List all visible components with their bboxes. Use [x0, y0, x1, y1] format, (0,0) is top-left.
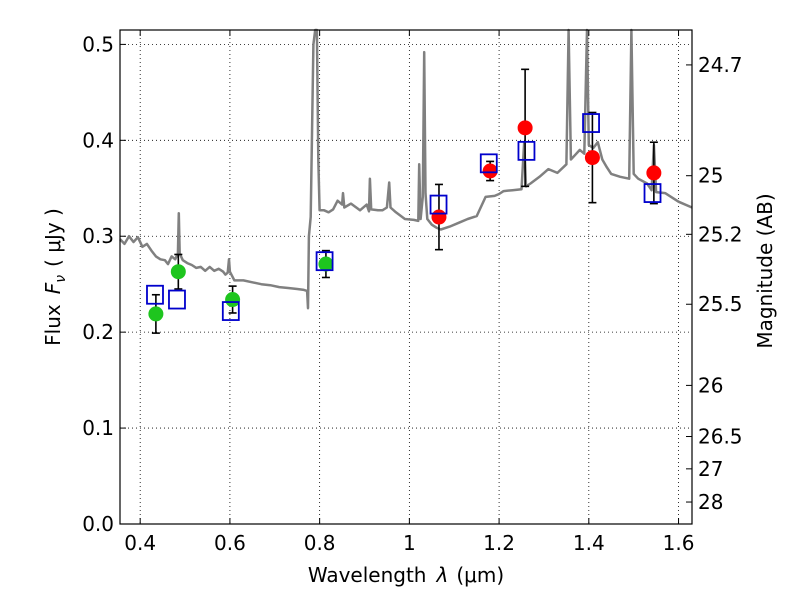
x-tick-label: 1.2	[483, 531, 515, 555]
x-tick-label: 1	[403, 531, 416, 555]
model-point	[517, 140, 536, 161]
model-point	[643, 183, 662, 203]
model-spectrum	[119, 28, 693, 310]
y2-tick-label: 24.7	[698, 53, 743, 77]
y-tick-label: 0.4	[82, 128, 114, 152]
data-point	[318, 256, 334, 272]
data-point	[148, 306, 164, 322]
grid-lines	[120, 30, 692, 525]
y2-tick-label: 25.2	[698, 222, 743, 246]
model-point	[221, 301, 240, 321]
data-point	[225, 292, 241, 308]
x-tick-label: 0.8	[304, 531, 336, 555]
y2-tick-label: 27	[698, 457, 723, 481]
y-axis-label: FluxFν( μJy )	[41, 208, 69, 346]
y-tick-label: 0.2	[82, 320, 114, 344]
x-tick-label: 1.4	[573, 531, 605, 555]
data-point	[646, 165, 662, 181]
model-point	[479, 153, 498, 174]
x-axis-label: Wavelength λ (μm)	[308, 563, 504, 587]
y-tick-label: 0.5	[82, 32, 114, 56]
model-point	[146, 284, 164, 305]
x-tick-label: 1.6	[663, 531, 695, 555]
secondary-y-axis-label: Magnitude (AB)	[753, 193, 777, 348]
data-point	[517, 120, 533, 136]
tick-labels: 0.4 0.6 0.8 1 1.2 1.4 1.6 0.0 0.1 0.2 0.3 0.4 0.5 24.…	[82, 32, 742, 555]
data-markers	[146, 113, 662, 322]
data-point	[170, 264, 186, 280]
y2-tick-label: 28	[698, 490, 723, 514]
data-point	[431, 209, 447, 225]
model-point	[429, 194, 448, 215]
y2-tick-label: 25	[698, 164, 723, 188]
model-point	[168, 289, 186, 310]
y-tick-label: 0.1	[82, 416, 114, 440]
plot-frame	[119, 29, 693, 525]
y-tick-label: 0.3	[82, 224, 114, 248]
error-bars	[151, 68, 658, 334]
y-tick-label: 0.0	[82, 512, 114, 536]
y2-tick-label: 26.5	[698, 425, 743, 449]
model-point	[315, 251, 334, 272]
y2-tick-label: 25.5	[698, 292, 743, 316]
model-point	[582, 113, 600, 133]
data-point	[584, 150, 600, 166]
x-tick-label: 0.6	[214, 531, 246, 555]
axis-ticks	[120, 30, 692, 525]
x-tick-label: 0.4	[124, 531, 156, 555]
data-point	[482, 163, 498, 179]
y2-tick-label: 26	[698, 373, 723, 397]
model-spectrum-line	[119, 28, 693, 310]
